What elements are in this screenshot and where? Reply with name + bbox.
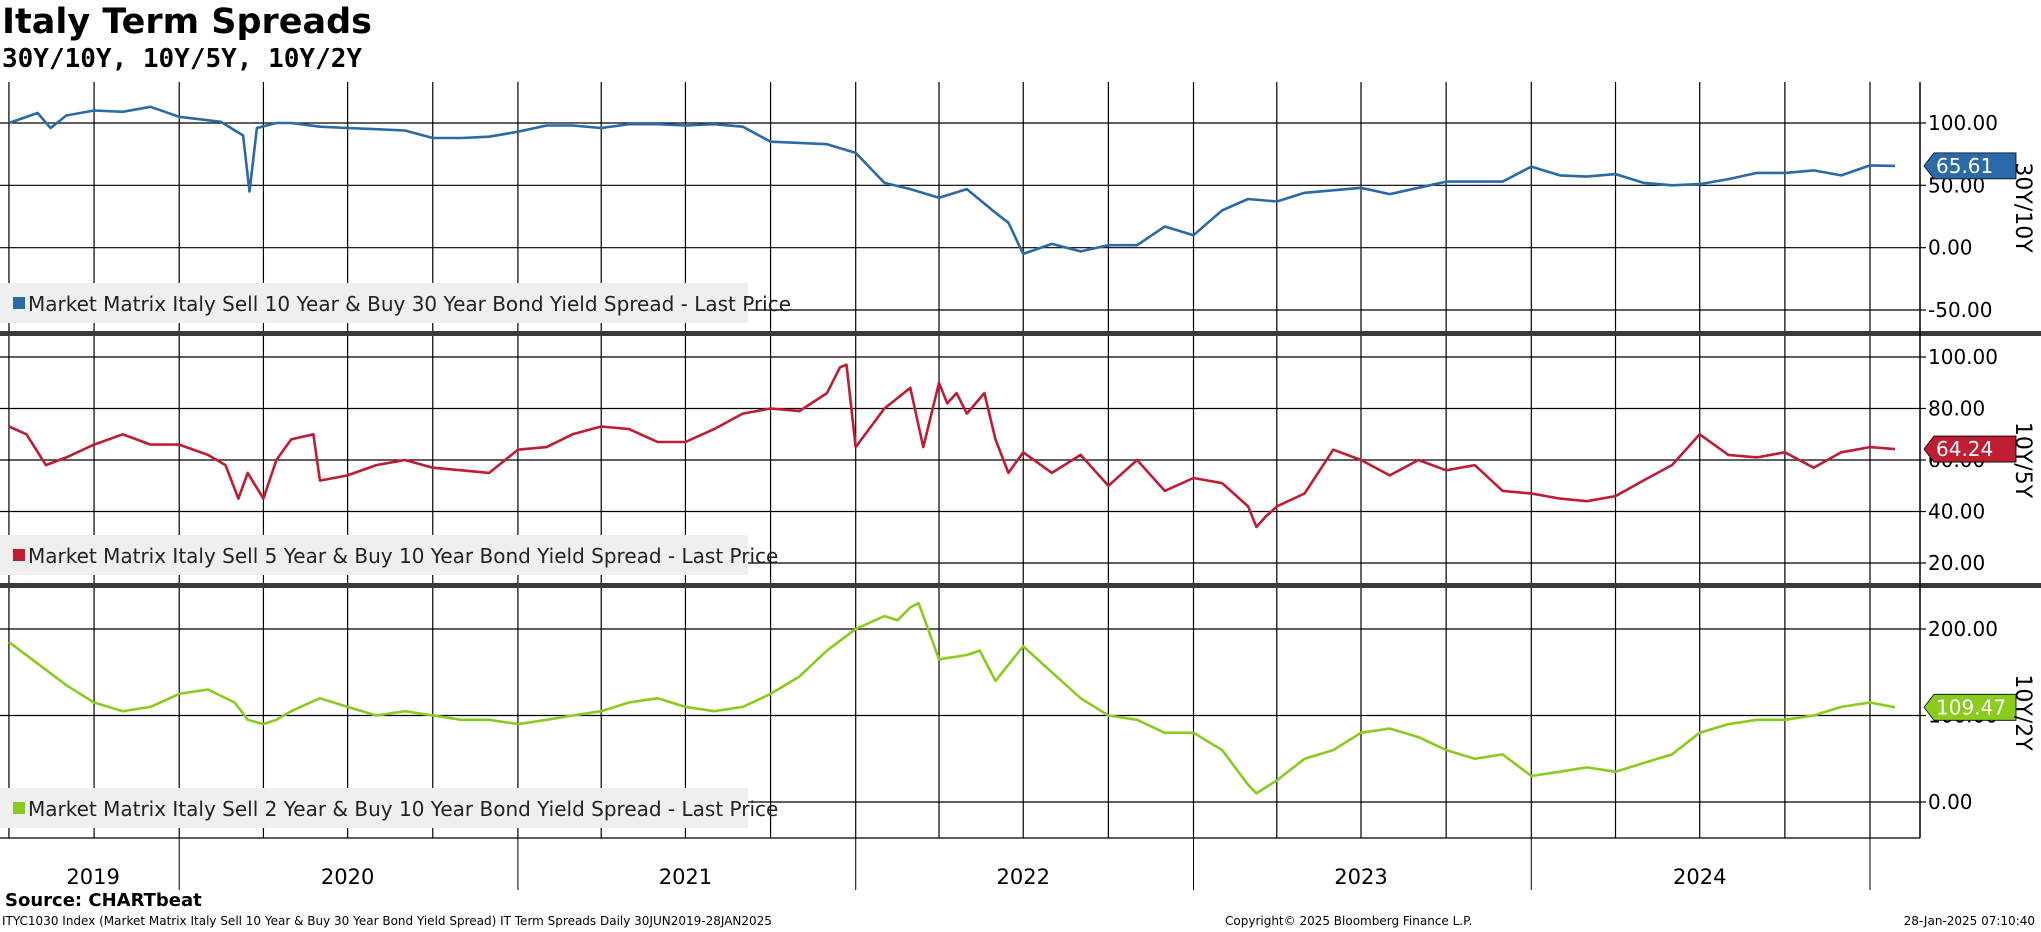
panel-label: 30Y/10Y: [2010, 162, 2035, 253]
legend-swatch: [13, 802, 25, 814]
panel-separator: [0, 331, 2041, 336]
last-price-badge: [1923, 693, 2017, 721]
legend-swatch: [13, 549, 25, 561]
panel-label: 10Y/5Y: [2010, 422, 2035, 499]
y-tick-label: 100.00: [1928, 345, 1998, 369]
last-price-label: 109.47: [1936, 695, 2006, 719]
footer-copyright: Copyright© 2025 Bloomberg Finance L.P.: [1225, 914, 1473, 928]
grid-layer: [0, 82, 1920, 838]
y-tick-label: 100.00: [1928, 111, 1998, 135]
y-tick-label: 0.00: [1928, 236, 1973, 260]
chart-title: Italy Term Spreads: [2, 2, 373, 42]
y-tick-label: 0.00: [1928, 790, 1973, 814]
legend-label: Market Matrix Italy Sell 10 Year & Buy 3…: [28, 292, 791, 316]
legend-box: [0, 535, 748, 575]
series-line-10Y-2Y: [8, 601, 1896, 795]
legend-layer: Market Matrix Italy Sell 10 Year & Buy 3…: [0, 283, 791, 828]
series-line-30Y-10Y: [8, 105, 1896, 256]
legend-box: [0, 283, 748, 323]
x-year-label: 2019: [66, 865, 119, 889]
y-tick-label: 200.00: [1928, 617, 1998, 641]
source-label: Source: CHARTbeat: [5, 890, 202, 911]
last-price-badge: [1923, 435, 2017, 463]
last-price-badge: [1923, 152, 2017, 180]
chart-subtitle: 30Y/10Y, 10Y/5Y, 10Y/2Y: [2, 44, 363, 74]
panel-separator: [0, 583, 2041, 588]
last-price-label: 64.24: [1936, 437, 1993, 461]
y-tick-label: 40.00: [1928, 500, 1985, 524]
y-tick-label: 80.00: [1928, 397, 1985, 421]
last-price-label: 65.61: [1936, 154, 1993, 178]
legend-label: Market Matrix Italy Sell 5 Year & Buy 10…: [28, 544, 778, 568]
y-tick-label: -50.00: [1928, 298, 1992, 322]
footer-description: ITYC1030 Index (Market Matrix Italy Sell…: [2, 914, 772, 928]
legend-swatch: [13, 297, 25, 309]
x-year-label: 2024: [1673, 865, 1726, 889]
series-line-10Y-5Y: [8, 363, 1896, 529]
x-year-label: 2022: [996, 865, 1049, 889]
series-layer: [8, 105, 1896, 795]
x-year-label: 2021: [659, 865, 712, 889]
y-tick-label: 20.00: [1928, 551, 1985, 575]
x-year-label: 2023: [1334, 865, 1387, 889]
footer-timestamp: 28-Jan-2025 07:10:40: [1903, 914, 2035, 928]
separator-layer: [0, 331, 2041, 588]
panel-label: 10Y/2Y: [2010, 674, 2035, 751]
x-year-label: 2020: [321, 865, 374, 889]
legend-box: [0, 788, 748, 828]
legend-label: Market Matrix Italy Sell 2 Year & Buy 10…: [28, 797, 778, 821]
